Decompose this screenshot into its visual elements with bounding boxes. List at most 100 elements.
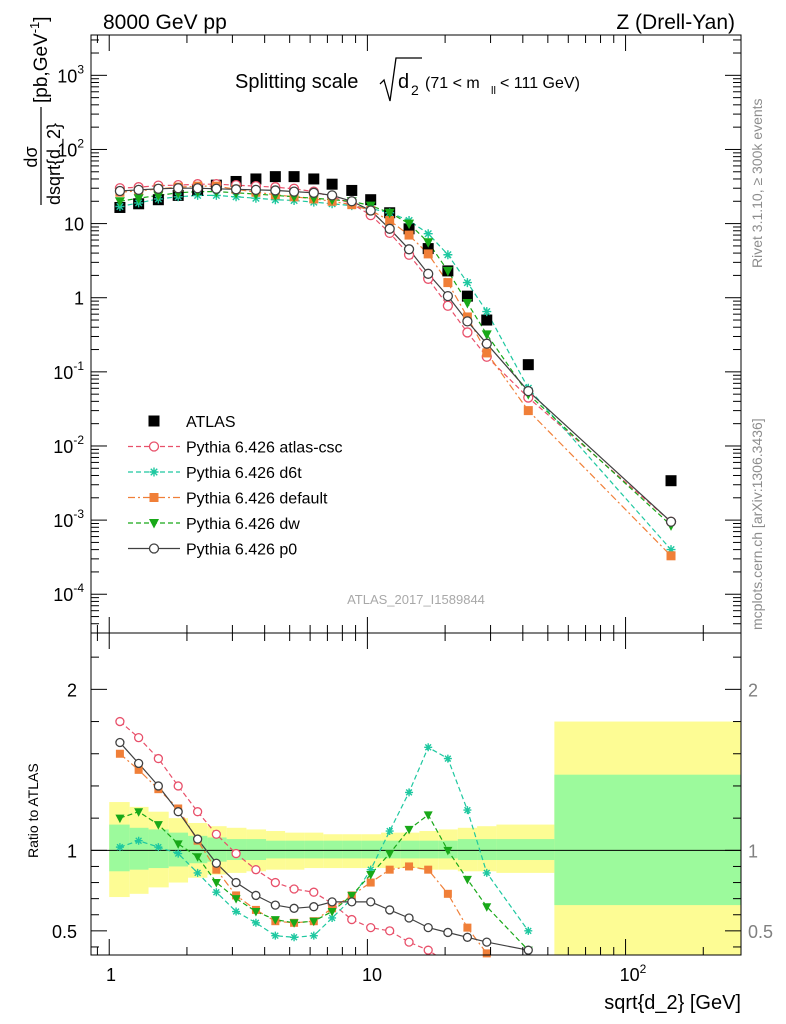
main-point-pythia-6-426-d6t-18 [462,278,472,288]
title-sqrt-sub: 2 [411,82,419,98]
main-point-atlas-13 [365,194,377,206]
ratio-inner-band-3 [168,832,189,867]
main-y-tick-label-2: 10-2 [53,433,84,457]
ratio-point-pythia-6-426-p0-18 [462,932,473,942]
ratio-inner-band-4 [188,835,208,864]
ratio-point-pythia-6-426-atlas-csc-14 [385,926,395,936]
ratio-point-pythia-6-426-atlas-csc-9 [289,884,299,894]
ratio-point-pythia-6-426-dw-6 [231,895,241,904]
main-point-pythia-6-426-dw-0 [114,197,125,207]
ratio-y-tick-label-right-0: 0.5 [748,922,773,942]
ratio-point-pythia-6-426-d6t-0 [115,843,124,852]
title-range-b: < 111 GeV) [500,75,580,92]
ratio-point-pythia-6-426-dw-18 [462,875,472,885]
ratio-point-pythia-6-426-default-14 [385,865,394,874]
main-point-atlas-10 [308,173,320,185]
ratio-point-pythia-6-426-d6t-19 [482,868,491,877]
main-point-pythia-6-426-p0-7 [250,184,262,196]
title-sqrt-d: d [398,71,409,93]
ratio-point-pythia-6-426-default-1 [134,765,143,774]
watermark: ATLAS_2017_I1589844 [347,592,485,607]
main-point-pythia-6-426-dw-2 [153,191,164,201]
ratio-point-pythia-6-426-p0-7 [251,890,261,901]
x-axis-label: sqrt{d_2} [GeV] [604,992,741,1014]
ratio-point-pythia-6-426-d6t-9 [290,933,299,942]
main-point-atlas-8 [269,171,281,183]
ratio-inner-band-15 [400,840,420,859]
legend-label-pythia-6-426-d6t: Pythia 6.426 d6t [186,465,302,482]
main-point-pythia-6-426-atlas-csc-18 [462,327,473,338]
main-y-tick-base-1: 10 [53,511,73,531]
main-point-atlas-9 [288,171,300,183]
ratio-inner-band-13 [361,840,382,859]
main-point-atlas-16 [422,243,434,255]
ratio-point-pythia-6-426-d6t-16 [424,743,433,752]
legend-label-pythia-6-426-dw: Pythia 6.426 dw [186,516,300,533]
ratio-point-pythia-6-426-d6t-13 [366,865,375,874]
title-text: Splitting scale [235,71,358,93]
ratio-point-pythia-6-426-atlas-csc-2 [153,753,164,764]
y-label-numerator: dσ [21,146,41,167]
ratio-inner-band-7 [246,839,267,861]
main-point-pythia-6-426-p0-20 [523,385,534,397]
main-point-pythia-6-426-p0-0 [114,185,126,197]
ratio-point-pythia-6-426-d6t-3 [174,849,183,858]
legend-marker-pythia-6-426-default [149,493,159,502]
ratio-point-pythia-6-426-p0-2 [153,781,164,791]
header-right: Z (Drell-Yan) [616,11,735,34]
ratio-point-pythia-6-426-dw-1 [134,808,144,817]
main-point-pythia-6-426-dw-14 [384,208,395,219]
ratio-inner-band-19 [477,839,497,861]
main-point-pythia-6-426-p0-19 [481,338,492,349]
legend-label-pythia-6-426-default: Pythia 6.426 default [186,491,328,508]
ratio-point-pythia-6-426-p0-19 [482,937,492,947]
main-y-tick-label-5: 10 [64,215,84,235]
main-y-tick-exp-2: -2 [73,433,84,447]
ratio-point-pythia-6-426-default-17 [443,889,452,898]
legend-marker-atlas [148,415,160,427]
main-point-pythia-6-426-p0-16 [423,268,434,279]
ratio-point-pythia-6-426-p0-14 [385,905,395,915]
main-y-tick-label-7: 103 [57,62,84,86]
main-y-tick-exp-1: -3 [73,507,84,521]
ratio-inner-band-5 [207,837,227,862]
ratio-point-pythia-6-426-default-0 [115,749,124,758]
ratio-point-pythia-6-426-p0-10 [309,902,319,912]
mcplots-label: mcplots.cern.ch [arXiv:1306.3436] [749,418,765,630]
main-y-tick-label-6: 102 [57,136,84,160]
main-point-pythia-6-426-p0-18 [462,316,473,327]
ratio-point-pythia-6-426-d6t-1 [134,836,143,845]
ratio-inner-band-10 [304,840,324,859]
main-y-tick-exp-7: 3 [77,62,84,76]
ratio-point-pythia-6-426-dw-12 [347,891,357,901]
ratio-point-pythia-6-426-p0-5 [211,858,222,868]
rivet-label: Rivet 3.1.10, ≥ 300k events [749,98,765,268]
main-y-tick-exp-0: -4 [73,581,84,595]
ratio-point-pythia-6-426-dw-14 [385,850,395,859]
ratio-point-pythia-6-426-p0-1 [133,758,144,769]
ratio-point-pythia-6-426-d6t-8 [271,931,280,940]
main-point-pythia-6-426-default-17 [443,278,453,288]
sqrt-symbol [379,57,422,102]
ratio-y-tick-label-right-2: 2 [748,680,758,700]
main-y-tick-base-6: 10 [57,140,77,160]
ratio-frame [90,632,742,956]
ratio-uncertainty-bands [109,721,741,955]
ratio-inner-band-20 [496,839,555,861]
main-point-atlas-19 [481,314,493,326]
main-y-tick-label-1: 10-3 [53,507,84,531]
title-range-sub: ll [491,85,496,97]
ratio-inner-band-21 [554,774,741,906]
x-tick-label-10: 10 [362,965,382,985]
ratio-y-tick-label-0: 0.5 [52,922,77,942]
ratio-point-pythia-6-426-p0-4 [192,834,203,844]
x-tick-label-100: 102 [620,962,647,985]
main-point-pythia-6-426-d6t-19 [482,307,492,317]
ratio-point-pythia-6-426-d6t-7 [251,918,260,927]
ratio-point-pythia-6-426-p0-20 [523,945,533,955]
main-y-tick-label-4: 1 [74,289,84,309]
ratio-inner-band-18 [457,839,478,861]
ratio-point-pythia-6-426-p0-6 [231,877,241,888]
